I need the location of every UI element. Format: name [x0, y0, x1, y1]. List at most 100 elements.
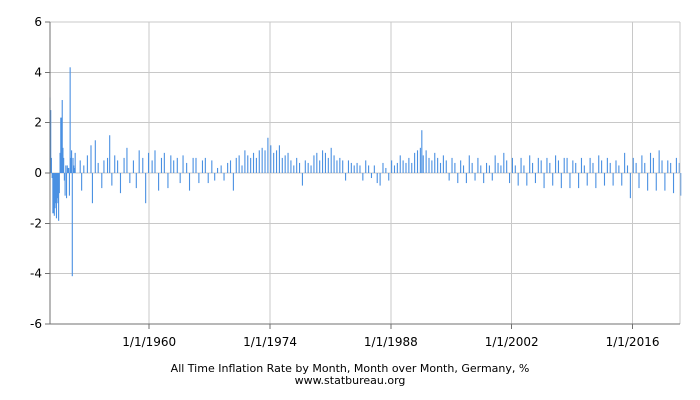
data-bar: [57, 173, 59, 204]
data-bar: [62, 147, 64, 173]
data-bar: [408, 157, 410, 173]
data-bar: [69, 67, 71, 173]
data-bar: [445, 160, 447, 173]
data-bar: [526, 173, 528, 186]
data-bar: [454, 162, 456, 173]
data-bar: [73, 167, 76, 173]
data-bar: [192, 157, 194, 173]
data-bar: [488, 165, 490, 173]
data-bar: [142, 157, 144, 173]
data-bar: [422, 155, 424, 173]
data-bar: [275, 150, 278, 173]
data-bar: [615, 160, 617, 173]
data-bar: [333, 155, 335, 173]
data-bar: [572, 160, 574, 173]
data-bar: [532, 162, 534, 173]
data-bar: [595, 173, 597, 189]
y-tick-label: -2: [30, 216, 42, 230]
data-bar: [74, 152, 76, 173]
data-bar: [632, 157, 634, 173]
data-bar: [385, 167, 387, 173]
data-bar: [388, 173, 390, 181]
data-bar: [109, 135, 111, 173]
x-tick-label: 1/1/1974: [243, 335, 297, 349]
bar-series: [49, 67, 682, 277]
data-bar: [53, 173, 55, 214]
data-bar: [217, 167, 219, 173]
data-bar: [353, 165, 355, 173]
x-tick-label: 1/1/1988: [364, 335, 418, 349]
data-bar: [589, 157, 591, 173]
data-bar: [675, 157, 677, 173]
data-bar: [655, 173, 657, 191]
data-bar: [566, 157, 568, 173]
data-bar: [638, 173, 640, 189]
data-bar: [147, 152, 150, 173]
data-bar: [52, 173, 54, 214]
data-bar: [63, 173, 65, 181]
data-bar: [601, 160, 603, 173]
data-bar: [434, 152, 436, 173]
data-bar: [543, 173, 545, 189]
data-bar: [284, 155, 286, 173]
chart-title: All Time Inflation Rate by Month, Month …: [170, 362, 530, 375]
data-bar: [503, 152, 505, 173]
data-bar: [81, 173, 83, 191]
data-bar: [58, 173, 60, 194]
data-bar: [324, 152, 326, 173]
data-bar: [129, 173, 131, 184]
data-bar: [316, 152, 318, 173]
x-tick-label: 1/1/2016: [606, 335, 660, 349]
data-bar: [290, 160, 292, 173]
data-bar: [66, 165, 68, 173]
data-bar: [201, 160, 204, 173]
data-bar: [103, 160, 105, 173]
data-bar: [301, 173, 303, 186]
data-bar: [347, 160, 350, 173]
axes: [49, 22, 681, 325]
data-bar: [101, 173, 103, 189]
data-bar: [94, 140, 96, 173]
data-bar: [287, 152, 289, 173]
data-bar: [336, 160, 338, 173]
data-bar: [79, 160, 81, 173]
data-bar: [393, 165, 396, 173]
data-bar: [626, 165, 629, 173]
y-tick-label: 0: [34, 166, 42, 180]
data-bar: [598, 155, 600, 173]
data-bar: [517, 173, 519, 186]
data-bar: [238, 155, 240, 173]
data-bar: [678, 162, 680, 173]
data-bar: [546, 157, 548, 173]
data-bar: [114, 155, 116, 173]
data-bar: [91, 173, 93, 204]
data-bar: [624, 152, 626, 173]
data-bar: [480, 165, 482, 173]
data-bar: [211, 160, 213, 173]
data-bar: [60, 117, 63, 173]
data-bar: [509, 173, 511, 184]
data-bar: [370, 173, 373, 179]
data-bar: [680, 173, 682, 196]
data-bar: [179, 173, 181, 184]
data-bar: [56, 173, 58, 199]
data-bar: [50, 157, 52, 173]
data-bar: [606, 157, 608, 173]
data-bar: [652, 157, 654, 173]
data-bar: [170, 155, 172, 173]
data-bar: [451, 157, 453, 173]
data-bar: [391, 160, 393, 173]
data-bar: [154, 150, 156, 173]
data-bar: [494, 155, 496, 173]
data-bar: [629, 173, 631, 199]
data-bar: [635, 162, 637, 173]
data-bar: [529, 155, 531, 173]
data-bar: [523, 165, 525, 173]
data-bar: [53, 173, 55, 216]
data-bar: [549, 162, 551, 173]
data-bar: [220, 165, 222, 173]
data-bar: [214, 173, 216, 181]
data-bar: [350, 162, 352, 173]
data-bar: [186, 162, 188, 173]
